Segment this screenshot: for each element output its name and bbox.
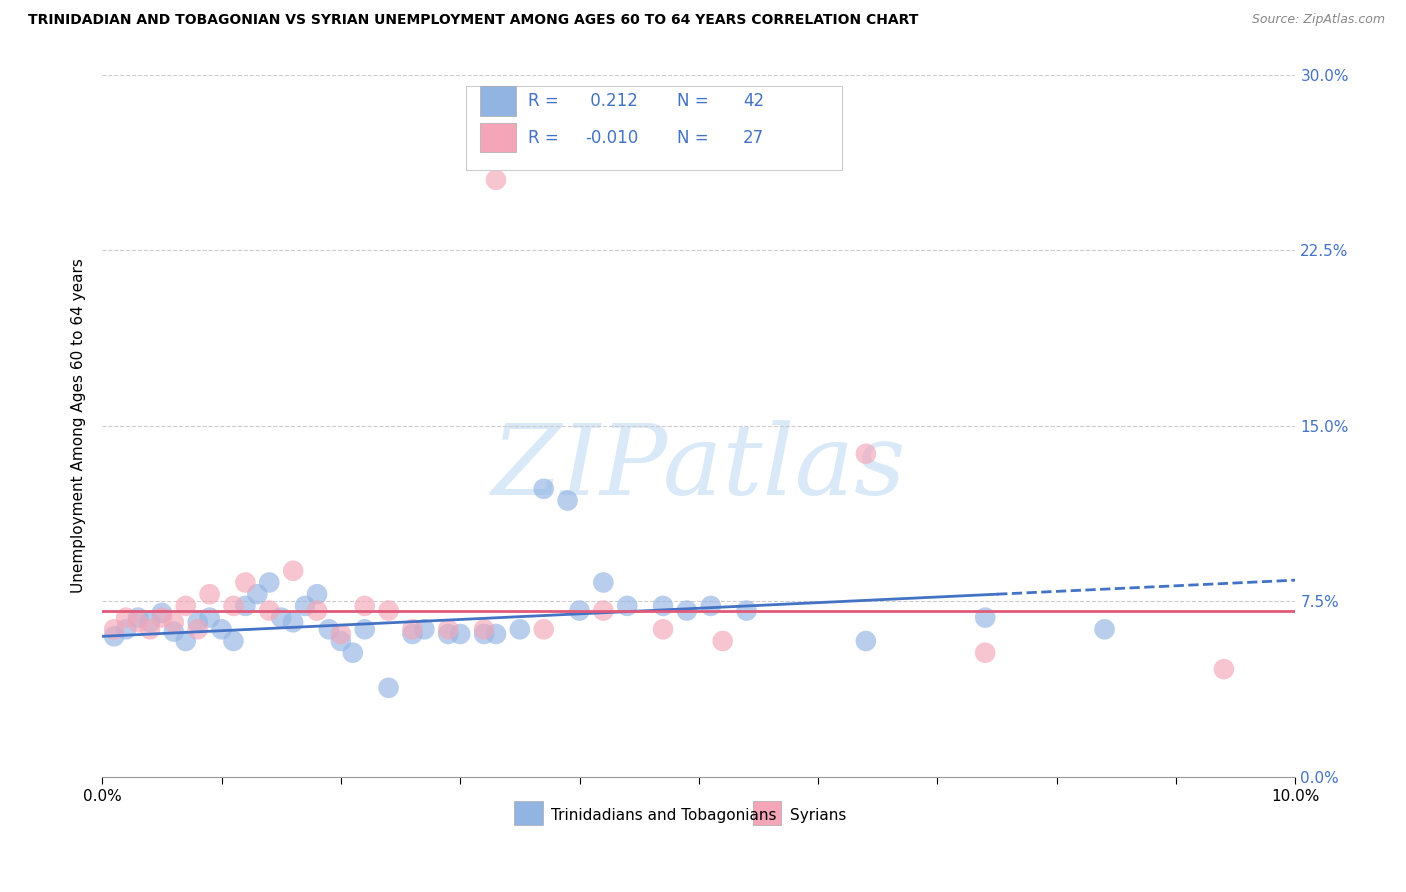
Y-axis label: Unemployment Among Ages 60 to 64 years: Unemployment Among Ages 60 to 64 years [72,258,86,593]
Text: R =: R = [529,92,560,111]
FancyBboxPatch shape [752,801,782,824]
Point [401,622,423,636]
Text: 0.212: 0.212 [585,92,638,111]
FancyBboxPatch shape [513,801,543,824]
Point [353,599,375,613]
Point [974,646,997,660]
Point [139,622,162,636]
Point [509,622,531,636]
Point [353,622,375,636]
FancyBboxPatch shape [481,87,516,116]
Point [711,634,734,648]
Point [150,606,173,620]
Text: TRINIDADIAN AND TOBAGONIAN VS SYRIAN UNEMPLOYMENT AMONG AGES 60 TO 64 YEARS CORR: TRINIDADIAN AND TOBAGONIAN VS SYRIAN UNE… [28,13,918,28]
Text: N =: N = [678,92,709,111]
Point [472,627,495,641]
Text: Source: ZipAtlas.com: Source: ZipAtlas.com [1251,13,1385,27]
Point [377,681,399,695]
Point [735,604,758,618]
Point [222,634,245,648]
Point [437,627,460,641]
Point [150,610,173,624]
Text: 42: 42 [742,92,763,111]
Point [235,575,257,590]
Point [222,599,245,613]
Point [557,493,579,508]
Point [305,587,328,601]
Point [974,610,997,624]
Point [103,629,125,643]
Point [329,634,352,648]
Point [855,447,877,461]
Text: Trinidadians and Tobagonians: Trinidadians and Tobagonians [551,808,776,823]
Point [163,624,186,639]
Point [449,627,471,641]
Text: 27: 27 [742,128,763,146]
FancyBboxPatch shape [467,86,842,170]
Point [163,615,186,630]
Point [127,610,149,624]
Point [401,627,423,641]
Point [235,599,257,613]
Point [533,622,555,636]
Point [318,622,340,636]
Point [700,599,723,613]
FancyBboxPatch shape [481,123,516,153]
Point [472,622,495,636]
Point [270,610,292,624]
Point [592,604,614,618]
Point [259,604,281,618]
Point [342,646,364,660]
Text: Syrians: Syrians [790,808,846,823]
Point [174,599,197,613]
Point [139,615,162,630]
Point [198,610,221,624]
Text: ZIPatlas: ZIPatlas [492,420,905,516]
Point [211,622,233,636]
Point [413,622,436,636]
Point [437,622,460,636]
Point [115,610,138,624]
Point [676,604,699,618]
Point [329,627,352,641]
Point [652,599,675,613]
Point [855,634,877,648]
Point [1212,662,1234,676]
Point [198,587,221,601]
Point [652,622,675,636]
Point [187,622,209,636]
Point [305,604,328,618]
Point [485,627,508,641]
Point [246,587,269,601]
Point [115,622,138,636]
Point [281,615,304,630]
Text: R =: R = [529,128,560,146]
Point [377,604,399,618]
Point [592,575,614,590]
Point [174,634,197,648]
Point [1094,622,1116,636]
Text: N =: N = [678,128,709,146]
Point [103,622,125,636]
Text: -0.010: -0.010 [585,128,638,146]
Point [259,575,281,590]
Point [568,604,591,618]
Point [281,564,304,578]
Point [616,599,638,613]
Point [127,615,149,630]
Point [187,615,209,630]
Point [533,482,555,496]
Point [485,173,508,187]
Point [294,599,316,613]
